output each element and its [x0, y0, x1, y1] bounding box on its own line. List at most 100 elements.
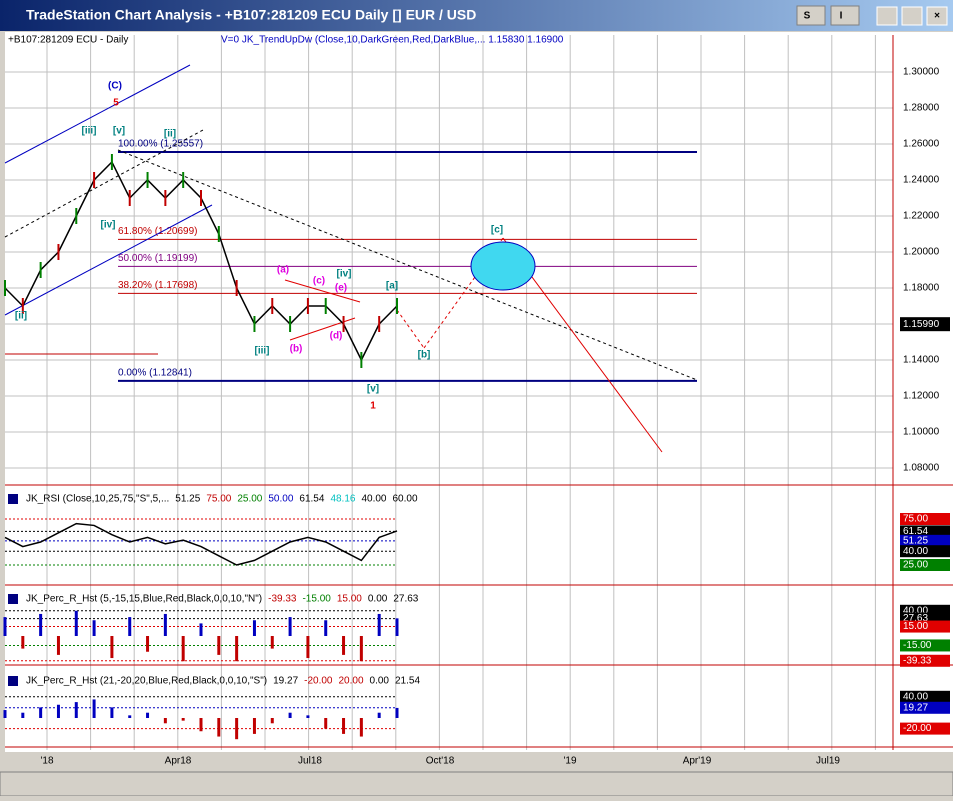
- panel-header: 51.25: [175, 494, 200, 505]
- axis-label: 40.00: [903, 546, 928, 557]
- axis-label: 19.27: [903, 702, 928, 713]
- wave-label: [iv]: [101, 220, 116, 231]
- axis-label: 75.00: [903, 514, 928, 525]
- x-tick-label: Jul18: [298, 756, 322, 767]
- axis-label-box: [900, 701, 950, 714]
- y-tick-label: 1.26000: [903, 139, 940, 150]
- trend-line: [396, 309, 425, 349]
- wave-label: (C): [108, 81, 122, 92]
- wave-label: (a): [277, 265, 289, 276]
- y-tick-label: 1.14000: [903, 355, 940, 366]
- panel-header: 0.00: [368, 594, 388, 605]
- wave-label: [b]: [418, 350, 431, 361]
- axis-label: 51.25: [903, 535, 928, 546]
- wave-label: [iii]: [255, 346, 270, 357]
- panel-icon: [8, 494, 18, 504]
- x-tick-label: '18: [40, 756, 53, 767]
- panel-header: 27.63: [393, 594, 418, 605]
- axis-label: -39.33: [903, 655, 932, 666]
- panel-header: -20.00: [304, 676, 333, 687]
- axis-label-box: [900, 639, 950, 652]
- target-zone: [470, 241, 536, 291]
- wave-label: [a]: [386, 281, 398, 292]
- y-tick-label: 1.20000: [903, 247, 940, 258]
- wave-label: [c]: [491, 225, 503, 236]
- y-tick-label: 1.18000: [903, 283, 940, 294]
- panel-header: 61.54: [299, 494, 324, 505]
- panel-header: 40.00: [361, 494, 386, 505]
- trend-line: [4, 129, 204, 238]
- rsi-line: [4, 522, 398, 566]
- y-tick-label: 1.08000: [903, 463, 940, 474]
- axis-label-box: [900, 559, 950, 571]
- toolbar-button[interactable]: [796, 5, 826, 26]
- panel-header: 25.00: [237, 494, 262, 505]
- panel-header: 19.27: [273, 676, 298, 687]
- axis-label-box: [900, 545, 950, 558]
- wave-label: (e): [335, 283, 347, 294]
- x-tick-label: Oct'18: [426, 756, 455, 767]
- panel-header: 75.00: [206, 494, 231, 505]
- panel-header: JK_RSI (Close,10,25,75,"S",5,...: [26, 494, 169, 505]
- panel-header: 48.16: [330, 494, 355, 505]
- axis-label: -20.00: [903, 723, 932, 734]
- x-tick-label: Apr18: [165, 756, 192, 767]
- wave-label: [ii]: [15, 311, 27, 322]
- axis-label-box: [900, 513, 950, 525]
- toolbar-button-label: S: [804, 11, 811, 22]
- y-tick-label: 1.24000: [903, 175, 940, 186]
- toolbar-button-label: I: [840, 11, 843, 22]
- wave-label: [ii]: [164, 129, 176, 140]
- panel-header: 21.54: [395, 676, 420, 687]
- trend-line: [4, 64, 191, 164]
- axis-label-box: [900, 534, 950, 547]
- panel-header: 15.00: [337, 594, 362, 605]
- last-price-label: 1.15990: [903, 319, 940, 330]
- close[interactable]: [926, 6, 948, 26]
- minimize[interactable]: [876, 6, 898, 26]
- panel-header: 50.00: [268, 494, 293, 505]
- wave-label: [v]: [367, 384, 379, 395]
- y-tick-label: 1.10000: [903, 427, 940, 438]
- axis-label: 27.63: [903, 613, 928, 624]
- axis-label-box: [900, 620, 950, 633]
- trend-line: [4, 204, 213, 316]
- x-tick-label: '19: [563, 756, 576, 767]
- axis-label: 40.00: [903, 605, 928, 616]
- trend-line: [117, 149, 698, 381]
- trend-line: [284, 279, 361, 303]
- panel-icon: [8, 676, 18, 686]
- wave-label: (b): [290, 344, 303, 355]
- wave-label: [v]: [113, 126, 125, 137]
- title-bar: [0, 0, 953, 31]
- panel-header: -15.00: [302, 594, 331, 605]
- panel-header: 20.00: [339, 676, 364, 687]
- axis-label: 40.00: [903, 691, 928, 702]
- panel-icon: [8, 594, 18, 604]
- close-icon: ×: [934, 11, 940, 22]
- axis-label-box: [900, 690, 950, 703]
- wave-label: (c): [313, 276, 325, 287]
- y-tick-label: 1.28000: [903, 103, 940, 114]
- symbol-label: +B107:281209 ECU - Daily: [8, 35, 128, 46]
- scrollbar[interactable]: [0, 771, 953, 797]
- panel-header: 0.00: [370, 676, 390, 687]
- wave-label: 1: [370, 401, 376, 412]
- axis-label: 25.00: [903, 560, 928, 571]
- fib-label: 50.00% (1.19199): [118, 253, 198, 264]
- indicator-label: V=0 JK_TrendUpDw (Close,10,DarkGreen,Red…: [221, 35, 564, 46]
- toolbar-button[interactable]: [830, 5, 860, 26]
- wave-label: 5: [113, 98, 119, 109]
- axis-label: 61.54: [903, 526, 928, 537]
- x-tick-label: Jul19: [816, 756, 840, 767]
- axis-label-box: [900, 654, 950, 667]
- trend-line: [423, 237, 504, 349]
- wave-label: [iii]: [82, 126, 97, 137]
- y-tick-label: 1.22000: [903, 211, 940, 222]
- maximize[interactable]: [901, 6, 923, 26]
- panel-header: JK_Perc_R_Hst (21,-20,20,Blue,Red,Black,…: [26, 676, 267, 687]
- y-tick-label: 1.30000: [903, 67, 940, 78]
- fib-label: 100.00% (1.25557): [118, 139, 203, 150]
- y-tick-label: 1.12000: [903, 391, 940, 402]
- axis-label-box: [900, 722, 950, 735]
